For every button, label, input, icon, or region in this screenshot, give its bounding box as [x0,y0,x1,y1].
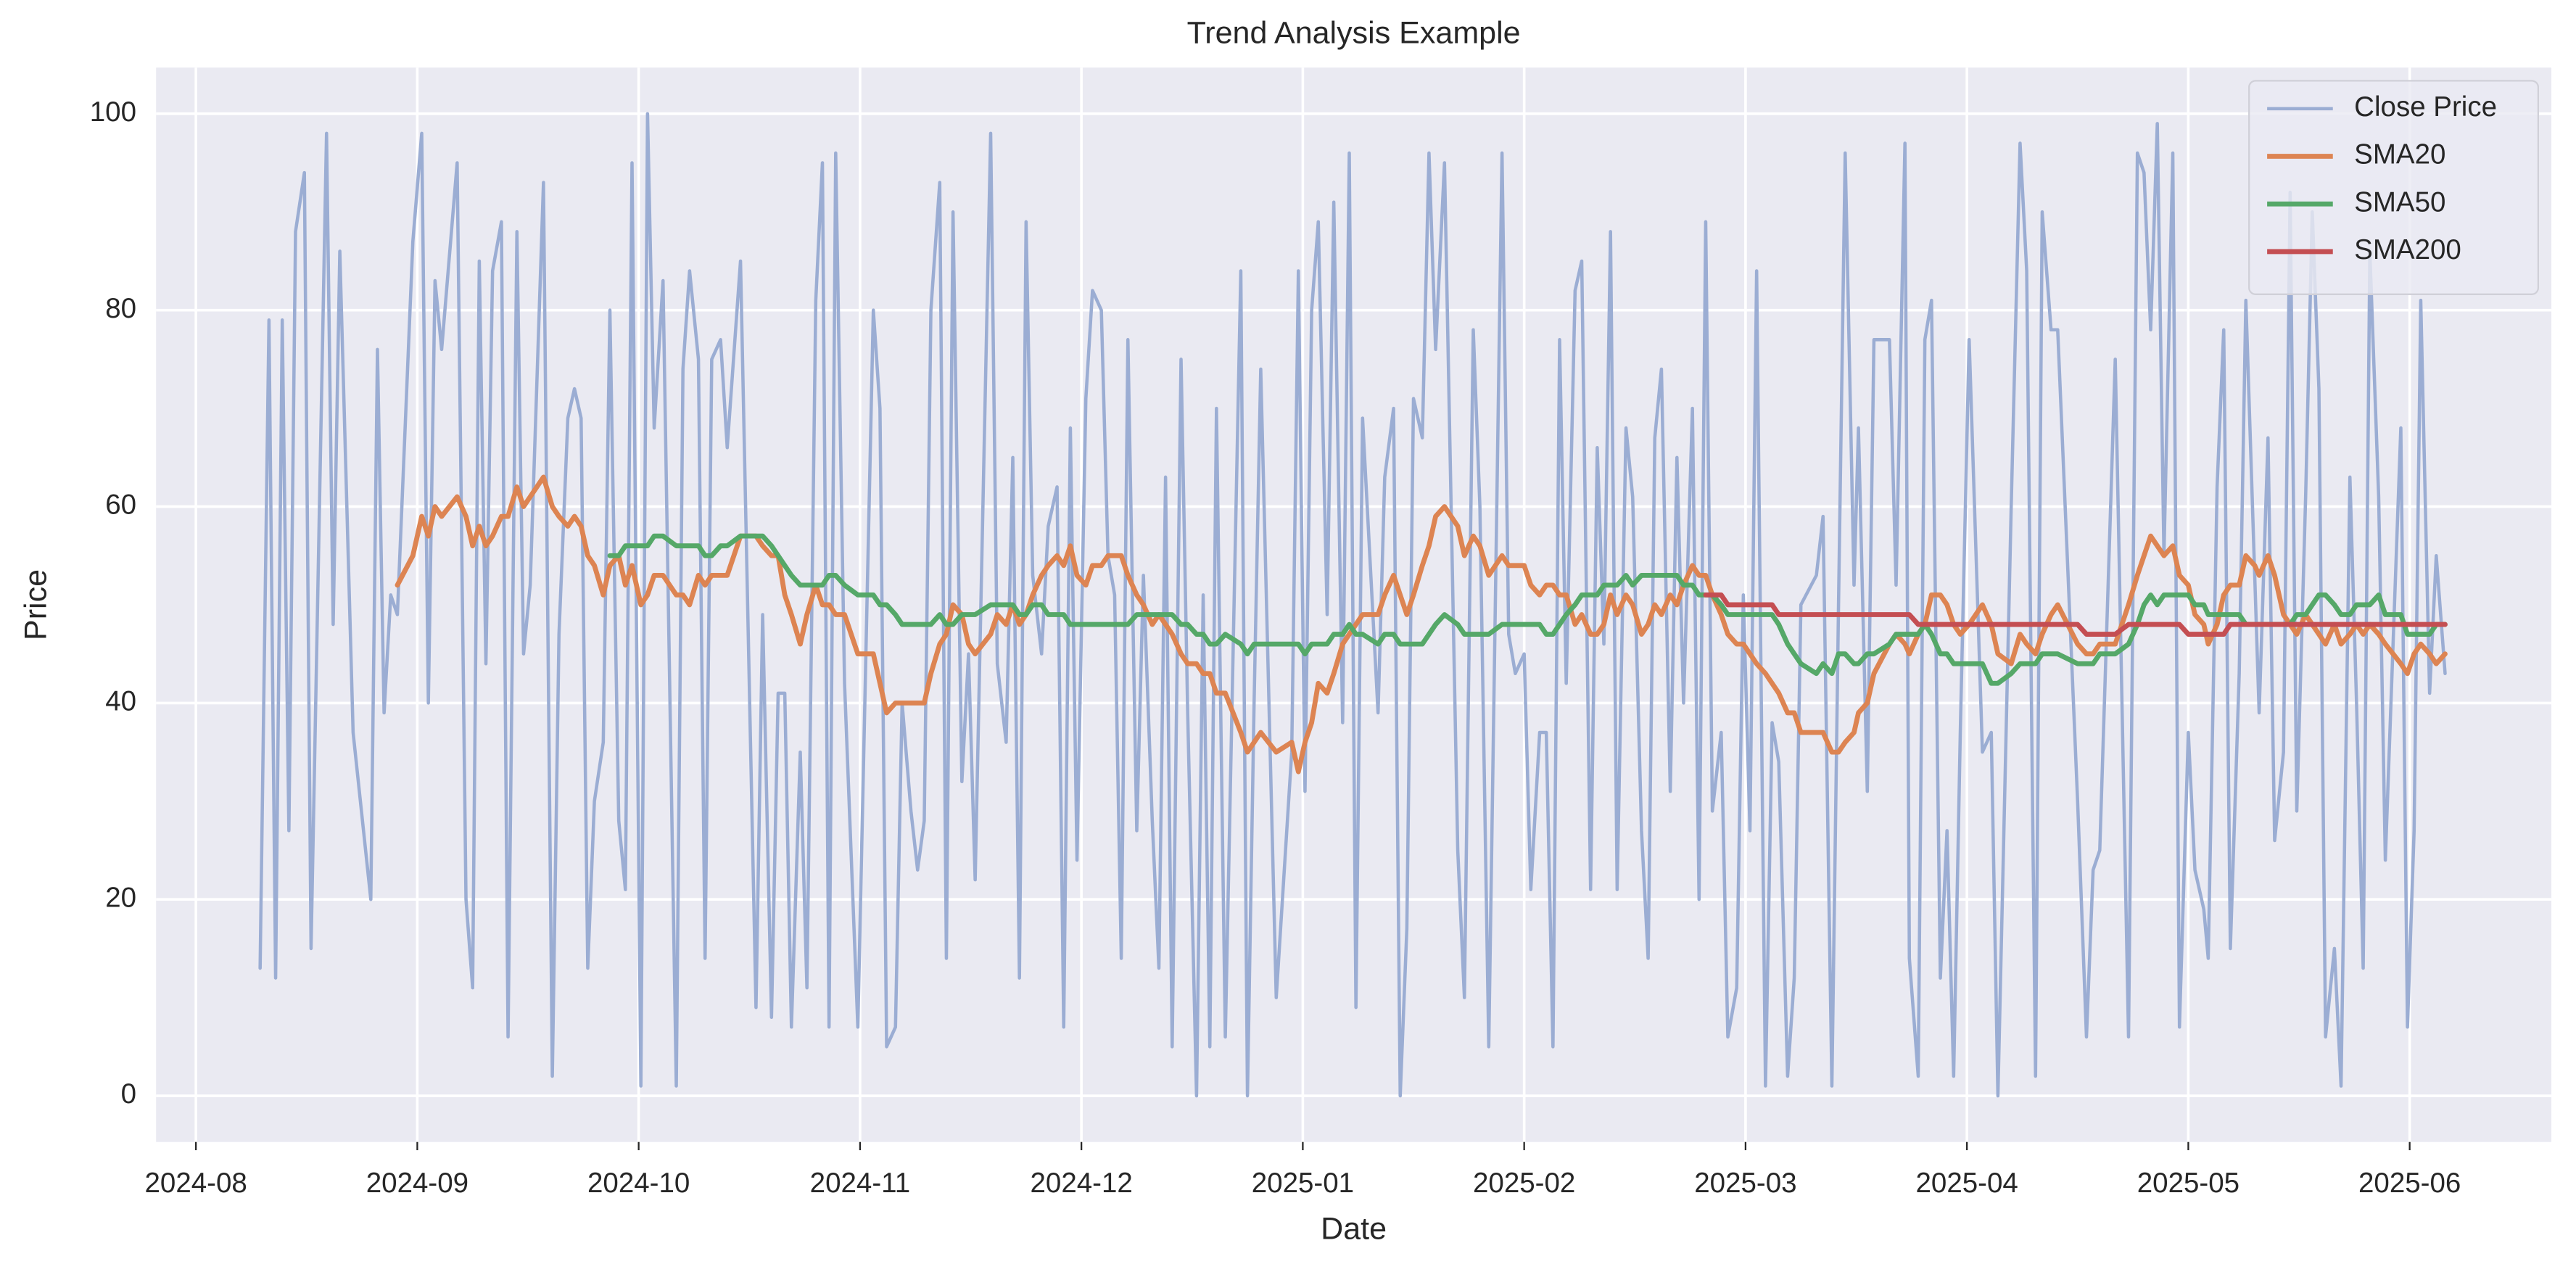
data-line [1703,592,2448,637]
y-tick-label: 0 [121,1078,136,1110]
lines [258,112,2448,1098]
legend-label: SMA20 [2354,139,2445,170]
x-tick-label: 2024-08 [145,1168,247,1199]
legend-label: Close Price [2354,91,2497,123]
x-tick-label: 2024-11 [810,1168,910,1199]
x-tick-label: 2025-05 [2137,1168,2239,1199]
legend: Close Price SMA20 SMA50 SMA200 [2248,80,2540,295]
x-tick-label: 2024-09 [366,1168,468,1199]
data-line [258,112,2447,1098]
y-tick-label: 40 [105,686,136,717]
x-tick-label: 2025-03 [1694,1168,1796,1199]
data-line [607,533,2448,686]
y-tick-label: 60 [105,490,136,521]
chart-title: Trend Analysis Example [1187,15,1521,50]
x-tick-label: 2025-01 [1252,1168,1354,1199]
legend-label: SMA200 [2354,234,2461,265]
y-tick-label: 80 [105,293,136,324]
x-tick-label: 2025-06 [2358,1168,2461,1199]
x-tick-label: 2024-12 [1031,1168,1133,1199]
legend-box [2248,80,2540,295]
x-axis-label: Date [1321,1211,1387,1246]
legend-label: SMA50 [2354,186,2445,218]
y-tick-label: 100 [90,96,136,128]
x-tick-label: 2025-04 [1916,1168,2018,1199]
ticks: 0 20 40 60 80 100 2024-08 2024-09 2024-10 2024-11… [90,96,2461,1199]
y-tick-label: 20 [105,882,136,913]
x-tick-label: 2024-10 [587,1168,690,1199]
y-axis-label: Price [18,569,53,640]
x-tick-label: 2025-02 [1473,1168,1575,1199]
